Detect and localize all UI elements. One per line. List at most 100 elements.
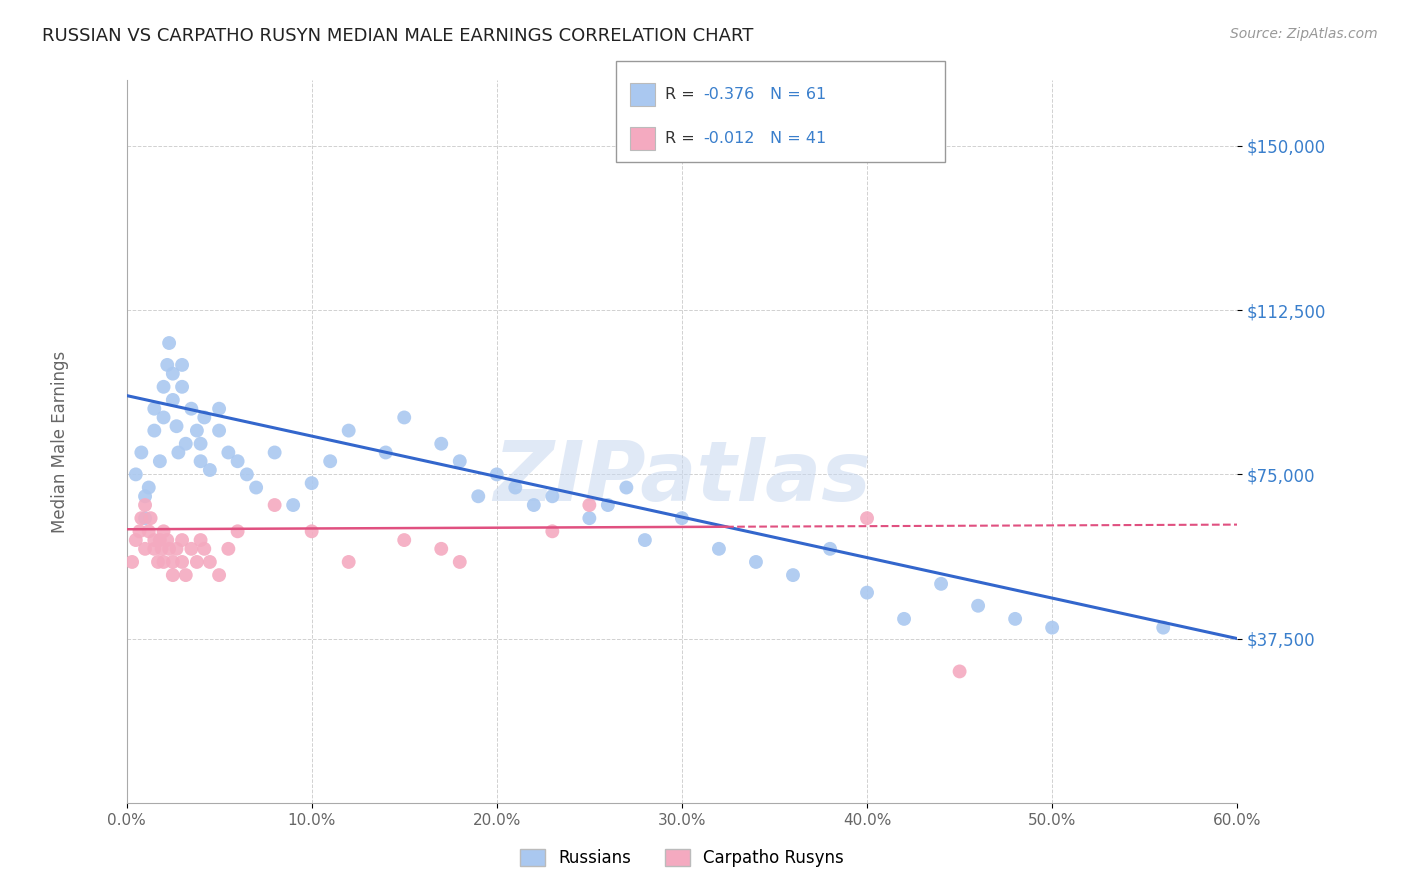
Point xyxy=(166,419,188,434)
Point xyxy=(121,555,143,569)
Point xyxy=(301,476,323,491)
Point xyxy=(208,568,231,582)
Point xyxy=(541,489,564,503)
Legend: Russians, Carpatho Rusyns: Russians, Carpatho Rusyns xyxy=(513,842,851,874)
Point xyxy=(707,541,730,556)
Point xyxy=(485,467,508,482)
Point xyxy=(263,498,285,512)
Point xyxy=(263,445,285,459)
Point xyxy=(818,541,841,556)
Point xyxy=(226,524,249,539)
Point xyxy=(172,533,194,547)
Point xyxy=(578,511,600,525)
Point xyxy=(856,511,879,525)
Point xyxy=(174,436,197,450)
Point xyxy=(449,555,471,569)
Point xyxy=(541,524,564,539)
Point xyxy=(143,401,166,416)
Point xyxy=(149,533,172,547)
Point xyxy=(172,380,194,394)
Point xyxy=(449,454,471,468)
Point xyxy=(152,524,174,539)
Point xyxy=(180,541,202,556)
Point xyxy=(190,454,212,468)
Point xyxy=(745,555,768,569)
Point xyxy=(319,454,342,468)
Point xyxy=(172,358,194,372)
Text: R =: R = xyxy=(665,87,700,103)
Point xyxy=(394,533,416,547)
Point xyxy=(337,424,360,438)
Text: -0.376: -0.376 xyxy=(703,87,754,103)
Point xyxy=(467,489,489,503)
Point xyxy=(430,436,453,450)
Point xyxy=(198,463,221,477)
Point xyxy=(143,533,166,547)
Point xyxy=(143,424,166,438)
Point xyxy=(893,612,915,626)
Point xyxy=(226,454,249,468)
Point xyxy=(134,511,156,525)
Point xyxy=(156,358,179,372)
Point xyxy=(143,541,166,556)
Point xyxy=(150,541,173,556)
Point xyxy=(967,599,990,613)
Point xyxy=(301,524,323,539)
Point xyxy=(152,380,174,394)
Point xyxy=(138,481,160,495)
Point xyxy=(208,401,231,416)
Text: N = 61: N = 61 xyxy=(770,87,827,103)
Point xyxy=(125,533,148,547)
Point xyxy=(523,498,546,512)
Point xyxy=(430,541,453,556)
Point xyxy=(139,511,162,525)
Point xyxy=(1004,612,1026,626)
Point xyxy=(337,555,360,569)
Point xyxy=(128,524,150,539)
Point xyxy=(167,445,190,459)
Point xyxy=(394,410,416,425)
Point xyxy=(1040,621,1063,635)
Point xyxy=(190,436,212,450)
Point xyxy=(157,541,180,556)
Point xyxy=(186,555,208,569)
Point xyxy=(162,367,184,381)
Point xyxy=(131,511,153,525)
Point xyxy=(162,555,184,569)
Point xyxy=(782,568,804,582)
Point xyxy=(134,541,156,556)
Point xyxy=(157,336,180,351)
Point xyxy=(146,555,169,569)
Point xyxy=(180,401,202,416)
Point xyxy=(172,555,194,569)
Point xyxy=(671,511,693,525)
Point xyxy=(634,533,657,547)
Point xyxy=(134,498,156,512)
Point xyxy=(125,467,148,482)
Point xyxy=(152,410,174,425)
Point xyxy=(134,489,156,503)
Point xyxy=(162,392,184,407)
Point xyxy=(503,481,526,495)
Point xyxy=(374,445,396,459)
Point xyxy=(131,445,153,459)
Text: N = 41: N = 41 xyxy=(770,131,827,146)
Point xyxy=(138,524,160,539)
Point xyxy=(929,577,952,591)
Point xyxy=(616,481,638,495)
Point xyxy=(949,665,972,679)
Point xyxy=(236,467,259,482)
Text: R =: R = xyxy=(665,131,700,146)
Point xyxy=(208,424,231,438)
Text: -0.012: -0.012 xyxy=(703,131,755,146)
Point xyxy=(166,541,188,556)
Point xyxy=(217,541,239,556)
Point xyxy=(198,555,221,569)
Point xyxy=(217,445,239,459)
Text: RUSSIAN VS CARPATHO RUSYN MEDIAN MALE EARNINGS CORRELATION CHART: RUSSIAN VS CARPATHO RUSYN MEDIAN MALE EA… xyxy=(42,27,754,45)
Text: ZIPatlas: ZIPatlas xyxy=(494,437,870,518)
Text: Source: ZipAtlas.com: Source: ZipAtlas.com xyxy=(1230,27,1378,41)
Point xyxy=(281,498,304,512)
Point xyxy=(186,424,208,438)
Point xyxy=(596,498,619,512)
